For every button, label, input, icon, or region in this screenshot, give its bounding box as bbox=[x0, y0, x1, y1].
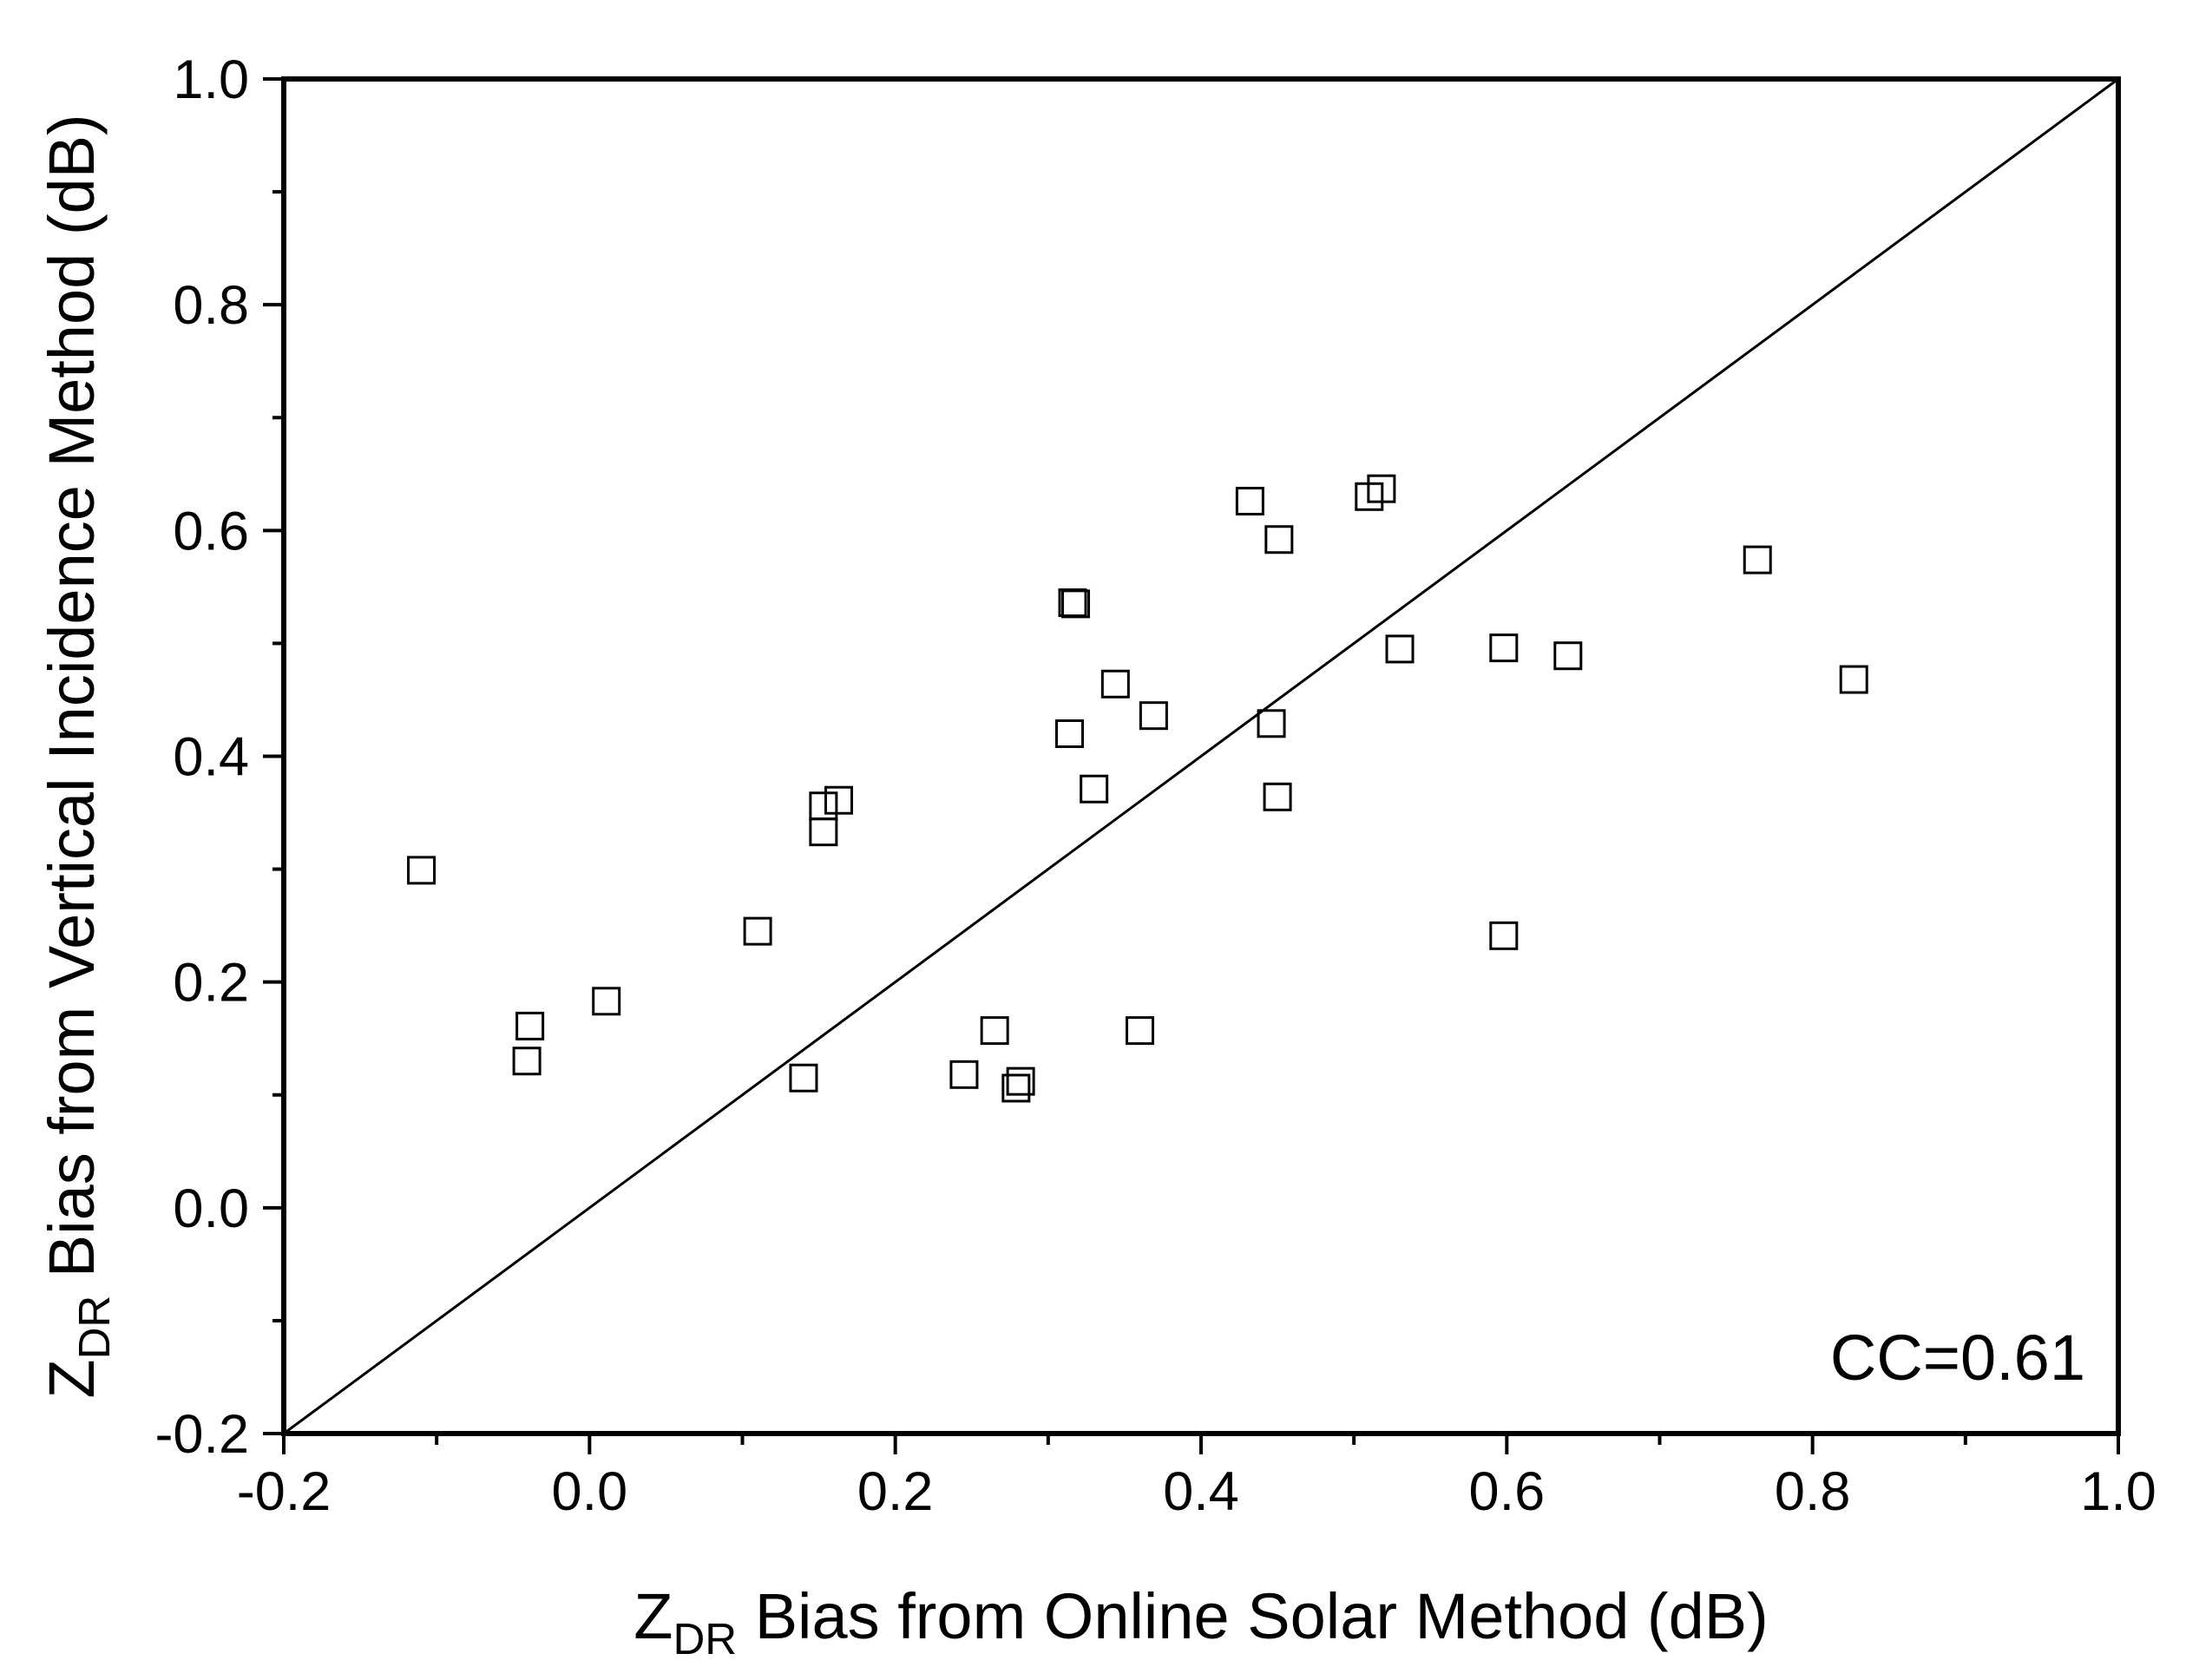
y-tick-label: -0.2 bbox=[154, 1404, 249, 1465]
data-point bbox=[1489, 921, 1519, 950]
y-tick-label: 0.8 bbox=[173, 275, 249, 336]
x-tick-label: 0.8 bbox=[1775, 1461, 1851, 1522]
data-point bbox=[809, 817, 838, 847]
data-point bbox=[1264, 525, 1294, 555]
data-point bbox=[824, 785, 853, 815]
data-point bbox=[1080, 774, 1109, 804]
data-point bbox=[1139, 701, 1168, 731]
plot-area-frame bbox=[281, 76, 2121, 1436]
x-tick-label: 0.6 bbox=[1469, 1461, 1546, 1522]
x-axis-title: ZDR Bias from Online Solar Method (dB) bbox=[633, 1580, 1768, 1664]
data-point bbox=[1126, 1016, 1155, 1046]
data-point bbox=[515, 1011, 545, 1040]
data-point bbox=[949, 1060, 979, 1089]
x-tick-labels: -0.2 0.0 0.2 0.4 0.6 0.8 1.0 bbox=[237, 1461, 2156, 1522]
data-point bbox=[592, 987, 621, 1016]
data-point bbox=[1061, 589, 1091, 619]
data-point bbox=[743, 916, 772, 946]
data-point bbox=[1489, 633, 1519, 663]
x-tick-label: 0.4 bbox=[1163, 1461, 1239, 1522]
correlation-annotation: CC=0.61 bbox=[1830, 1322, 2085, 1394]
data-point bbox=[1006, 1066, 1035, 1096]
x-tick-label: 0.0 bbox=[552, 1461, 628, 1522]
y-tick-label: 0.0 bbox=[173, 1178, 249, 1239]
data-point bbox=[1100, 669, 1130, 699]
data-point bbox=[1385, 634, 1415, 664]
data-point bbox=[1839, 665, 1868, 694]
data-point bbox=[1263, 782, 1292, 811]
x-tick-label: 0.2 bbox=[857, 1461, 934, 1522]
data-point bbox=[980, 1016, 1009, 1046]
y-tick-label: 0.4 bbox=[173, 727, 249, 788]
data-point bbox=[789, 1063, 818, 1093]
data-point bbox=[1367, 474, 1396, 503]
data-point bbox=[1553, 641, 1583, 671]
data-point bbox=[1235, 487, 1264, 516]
y-tick-label: 0.6 bbox=[173, 501, 249, 561]
one-to-one-reference-line bbox=[283, 77, 2119, 1435]
data-point bbox=[1743, 545, 1772, 574]
major-ticks bbox=[263, 77, 2120, 1454]
y-tick-label: 0.2 bbox=[173, 953, 249, 1014]
data-point bbox=[407, 856, 437, 885]
data-point bbox=[512, 1047, 542, 1076]
data-points bbox=[407, 474, 1868, 1103]
data-point bbox=[1001, 1073, 1031, 1103]
x-tick-label: 1.0 bbox=[2080, 1461, 2156, 1522]
data-point bbox=[1054, 719, 1084, 748]
x-tick-label: -0.2 bbox=[237, 1461, 332, 1522]
y-tick-label: 1.0 bbox=[173, 49, 249, 110]
y-tick-labels: -0.2 0.0 0.2 0.4 0.6 0.8 1.0 bbox=[154, 49, 249, 1465]
data-point bbox=[1257, 709, 1286, 738]
y-axis-title: ZDR Bias from Vertical Incidence Method … bbox=[36, 114, 119, 1398]
